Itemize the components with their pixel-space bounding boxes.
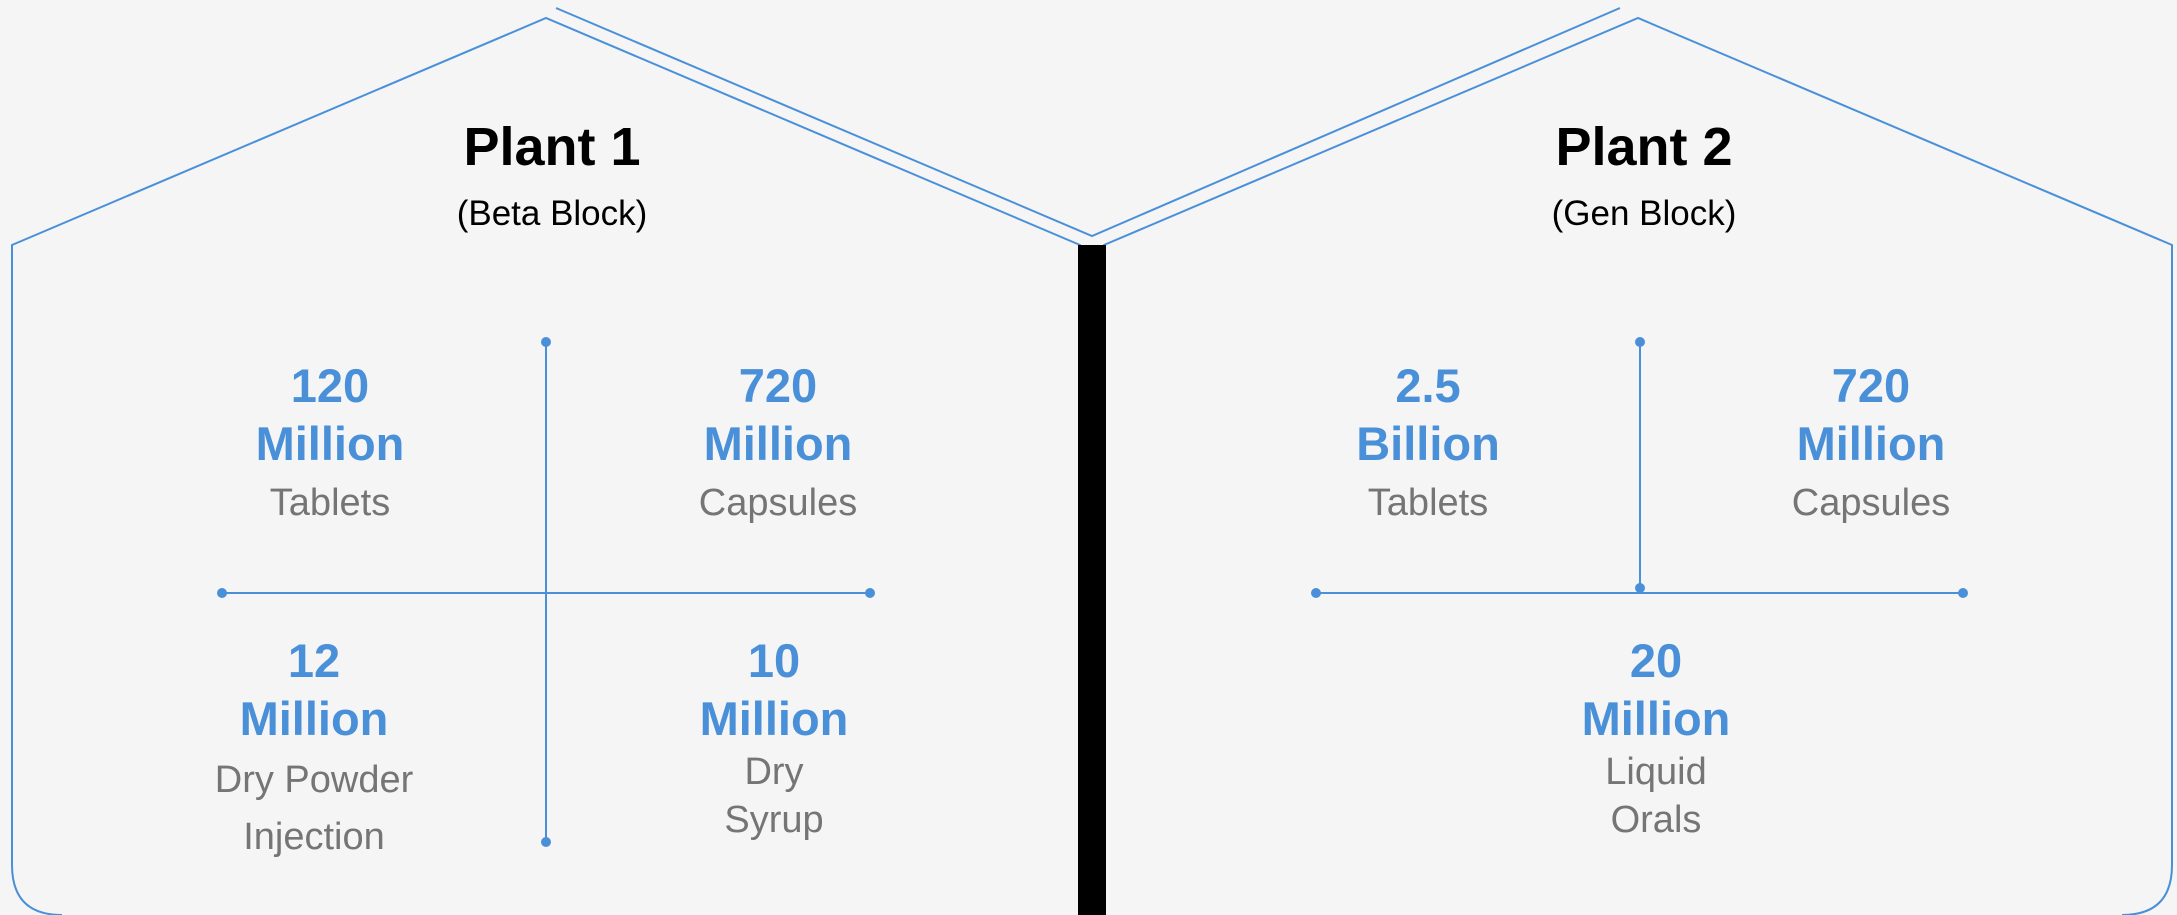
stat-unit: Million bbox=[255, 417, 405, 470]
stat-unit: Million bbox=[1581, 692, 1731, 745]
center-divider bbox=[1078, 245, 1106, 915]
stat-unit: Million bbox=[703, 417, 853, 470]
stat-label-line: Liquid bbox=[1605, 751, 1707, 793]
stat-value: 720 bbox=[738, 359, 818, 412]
stat-unit: Billion bbox=[1356, 417, 1500, 470]
axis-endpoint-dot bbox=[217, 588, 227, 598]
axis-endpoint-dot bbox=[865, 588, 875, 598]
stat-label-line: Dry Powder bbox=[214, 759, 414, 801]
plant-1-stat-capsules: 720 Million Capsules bbox=[618, 357, 938, 527]
plant-1-stat-tablets: 120 Million Tablets bbox=[170, 357, 490, 527]
plant-2-stat-liquid-orals: 20 Million Liquid Orals bbox=[1496, 632, 1816, 844]
plant-1-stat-dry-syrup: 10 Million Dry Syrup bbox=[614, 632, 934, 844]
axis-endpoint-dot bbox=[541, 337, 551, 347]
plant-1-title: Plant 1 bbox=[463, 117, 641, 177]
plant-2-house-outline bbox=[1103, 16, 2173, 915]
plant-1-subtitle: (Beta Block) bbox=[456, 194, 648, 233]
stat-value: 2.5 bbox=[1395, 359, 1461, 412]
stat-label: Tablets bbox=[1367, 482, 1489, 524]
stat-value: 20 bbox=[1629, 634, 1683, 687]
stat-label-line: Syrup bbox=[724, 799, 824, 841]
axis-endpoint-dot bbox=[1635, 583, 1645, 593]
axis-endpoint-dot bbox=[1958, 588, 1968, 598]
plant-2-stat-capsules: 720 Million Capsules bbox=[1711, 357, 2031, 527]
stat-unit: Million bbox=[699, 692, 849, 745]
axis-endpoint-dot bbox=[1311, 588, 1321, 598]
stat-label: Capsules bbox=[698, 482, 858, 524]
axis-endpoint-dot bbox=[541, 837, 551, 847]
plant-2-stat-tablets: 2.5 Billion Tablets bbox=[1268, 357, 1588, 527]
roof-accent-line bbox=[555, 7, 1621, 238]
stat-value: 720 bbox=[1831, 359, 1911, 412]
stat-label: Tablets bbox=[269, 482, 391, 524]
stat-value: 12 bbox=[287, 634, 341, 687]
axis-endpoint-dot bbox=[1635, 337, 1645, 347]
plant-2-title: Plant 2 bbox=[1555, 117, 1733, 177]
stat-label-line: Orals bbox=[1610, 799, 1702, 841]
plant-2-subtitle: (Gen Block) bbox=[1551, 194, 1737, 233]
stat-value: 10 bbox=[747, 634, 801, 687]
stat-value: 120 bbox=[290, 359, 370, 412]
stat-label-line: Dry bbox=[744, 751, 804, 793]
plant-1-house-outline bbox=[11, 16, 1081, 915]
stat-unit: Million bbox=[1796, 417, 1946, 470]
stat-unit: Million bbox=[239, 692, 389, 745]
stat-label-line: Injection bbox=[243, 816, 385, 858]
plant-1-stat-dry-powder-injection: 12 Million Dry Powder Injection bbox=[154, 632, 474, 866]
stat-label: Capsules bbox=[1791, 482, 1951, 524]
